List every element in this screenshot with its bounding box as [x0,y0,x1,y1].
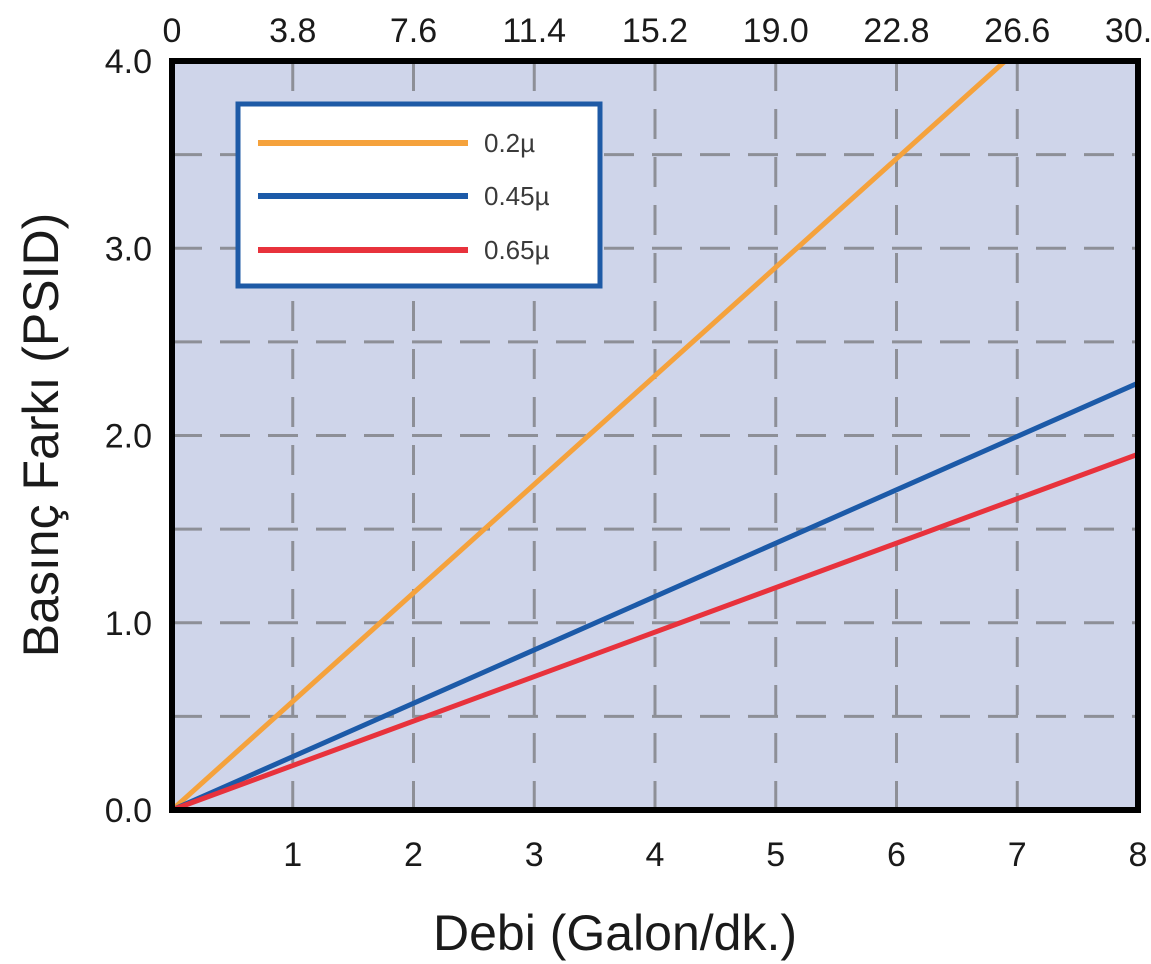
top-tick-label: 15.2 [622,12,688,50]
x-tick-label: 7 [1008,836,1027,874]
top-tick-label: 7.6 [390,12,437,50]
legend-items: 0.2µ 0.45µ 0.65µ [258,128,550,265]
x-tick-label: 6 [887,836,906,874]
x-tick-label: 4 [646,836,665,874]
top-tick-label: 0 [163,12,182,50]
y-tick-label: 2.0 [105,418,152,456]
legend-label-2: 0.65µ [484,235,550,265]
top-tick-label: 30.4 [1105,12,1151,50]
series-line-2 [169,451,1141,813]
x-tick-label: 1 [283,836,302,874]
legend-label-0: 0.2µ [484,128,535,158]
top-axis-ticks: 0 3.8 7.6 11.4 15.2 19.0 22.8 26.6 30.4 [163,12,1151,50]
top-tick-label: 3.8 [269,12,316,50]
plot-frame [169,58,1141,813]
x-tick-label: 2 [404,836,423,874]
x-tick-label: 8 [1129,836,1148,874]
x-axis-label: Debi (Galon/dk.) [433,905,797,961]
x-tick-label: 3 [525,836,544,874]
y-axis-label: Basınç Farkı (PSID) [13,213,69,658]
series-line-0 [169,58,1008,813]
y-tick-label: 0.0 [105,792,152,830]
legend-label-1: 0.45µ [484,181,550,211]
y-axis-ticks: 0.0 1.0 2.0 3.0 4.0 [105,43,152,830]
x-axis-ticks: 1 2 3 4 5 6 7 8 [283,836,1147,874]
y-tick-label: 3.0 [105,230,152,268]
series-lines [169,58,1141,813]
top-tick-label: 22.8 [863,12,929,50]
y-tick-label: 4.0 [105,43,152,81]
y-tick-label: 1.0 [105,605,152,643]
x-tick-label: 5 [766,836,785,874]
top-tick-label: 19.0 [743,12,809,50]
top-tick-label: 11.4 [502,12,566,50]
series-line-1 [169,380,1141,813]
legend: 0.2µ 0.45µ 0.65µ [235,101,603,289]
top-tick-label: 26.6 [984,12,1050,50]
